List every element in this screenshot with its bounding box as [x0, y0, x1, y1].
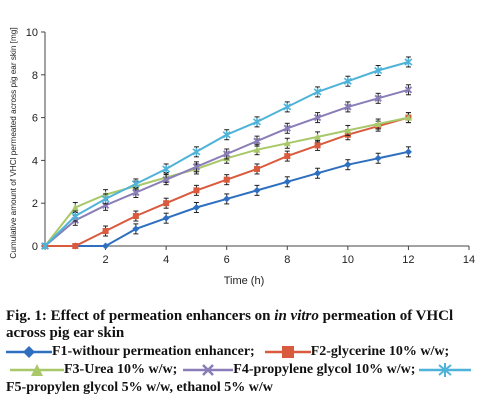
data-point: [314, 169, 322, 177]
legend-entry-f2: F2-glycerine 10% w/w;: [264, 343, 450, 361]
data-point: [253, 186, 261, 194]
legend-entry-f3: F3-Urea 10% w/w;: [6, 361, 177, 379]
legend-entry-f1: F1-withour permeation enhancer;: [6, 343, 255, 361]
x-tick-label: 6: [224, 254, 230, 266]
x-tick-label: 8: [284, 254, 290, 266]
legend-line-3: F5-propylen glycol 5% w/w, ethanol 5% w/…: [6, 379, 498, 397]
legend-label-f1: F1-withour permeation enhancer;: [52, 344, 255, 359]
chart: 0 2 4 6 8 10 2 4 6 8 10 12 14 Time (h) Cumulative am…: [9, 27, 475, 287]
data-point: [374, 94, 382, 103]
data-point: [314, 133, 322, 140]
y-tick-label: 6: [32, 113, 38, 125]
data-point: [404, 148, 412, 156]
legend-symbol-f4: [183, 364, 234, 376]
data-point: [223, 176, 230, 183]
legend-label-f5: F5-propylen glycol 5% w/w, ethanol 5% w/…: [6, 380, 273, 395]
data-point: [344, 126, 352, 134]
axes: 0 2 4 6 8 10 2 4 6 8 10 12 14: [26, 27, 475, 266]
legend-symbol-f1: [6, 346, 52, 358]
legend-symbol-f5: [419, 363, 472, 377]
data-point: [344, 103, 352, 111]
data-point: [72, 243, 79, 249]
y-axis-title: Cumulative amount of VHCl permeated acro…: [9, 27, 18, 258]
data-point: [283, 139, 291, 147]
caption-italic: in vitro: [274, 308, 319, 324]
data-point: [162, 164, 171, 173]
data-point: [102, 228, 109, 235]
data-point: [314, 142, 321, 149]
data-point: [101, 201, 110, 210]
data-point: [283, 178, 291, 186]
figure-caption: Fig. 1: Effect of permeation enhancers o…: [6, 308, 496, 342]
data-point: [192, 203, 200, 211]
legend-label-f2: F2-glycerine 10% w/w;: [310, 344, 450, 359]
data-point: [374, 66, 383, 75]
legend-entry-f5-symbol: [419, 363, 472, 377]
data-point: [192, 163, 201, 171]
data-point: [252, 117, 262, 126]
y-tick-label: 2: [32, 198, 38, 210]
series-5: [40, 56, 413, 250]
data-point: [163, 200, 170, 207]
legend: F1-withour permeation enhancer; F2-glyce…: [6, 343, 498, 397]
data-point: [192, 147, 201, 156]
legend-symbol-f2: [264, 346, 311, 358]
caption-text-1: Fig. 1: Effect of permeation enhancers o…: [6, 308, 275, 324]
data-point: [313, 87, 322, 96]
data-point: [193, 187, 200, 194]
data-point: [283, 124, 291, 133]
legend-line-2: F3-Urea 10% w/w; F4-propylene glycol 10%…: [6, 361, 498, 379]
data-point: [284, 153, 291, 160]
data-point: [404, 86, 413, 94]
data-point: [404, 57, 413, 66]
legend-symbol-f3: [10, 364, 64, 376]
data-point: [343, 77, 352, 86]
x-tick-label: 14: [463, 254, 475, 266]
data-point: [71, 212, 80, 221]
legend-label-f4: F4-propylene glycol 10% w/w;: [233, 362, 416, 377]
data-point: [374, 154, 382, 162]
data-point: [223, 195, 231, 203]
y-tick-label: 10: [26, 27, 38, 39]
x-axis-title: Time (h): [224, 275, 265, 287]
legend-entry-f4: F4-propylene glycol 10% w/w;: [183, 361, 415, 379]
data-point: [253, 137, 261, 145]
data-point: [162, 175, 170, 184]
data-point: [254, 165, 260, 172]
x-tick-label: 10: [342, 254, 354, 266]
series-line: [44, 88, 409, 247]
series-4: [41, 84, 413, 250]
data-point: [344, 161, 352, 169]
y-tick-label: 0: [32, 241, 38, 253]
data-point: [102, 242, 110, 250]
data-point: [132, 188, 140, 197]
data-point: [404, 114, 412, 121]
x-tick-label: 4: [163, 254, 169, 266]
series-layer: [40, 56, 413, 250]
data-point: [71, 203, 79, 211]
data-point: [283, 102, 292, 111]
data-point: [131, 179, 140, 188]
data-point: [222, 130, 231, 139]
data-point: [313, 113, 322, 122]
legend-line-1: F1-withour permeation enhancer; F2-glyce…: [6, 343, 498, 361]
data-point: [253, 146, 261, 153]
data-point: [101, 194, 110, 203]
data-point: [132, 225, 140, 233]
legend-label-f3: F3-Urea 10% w/w;: [64, 362, 178, 377]
y-tick-label: 8: [32, 70, 38, 82]
x-tick-label: 12: [402, 254, 414, 266]
data-point: [162, 214, 170, 222]
data-point: [223, 150, 231, 158]
y-tick-label: 4: [32, 155, 38, 167]
data-point: [374, 120, 382, 128]
x-tick-label: 2: [103, 254, 109, 266]
caption-text-2: permeation of VHCl across pig ear skin: [6, 308, 454, 341]
data-point: [40, 242, 50, 250]
data-point: [132, 213, 139, 220]
